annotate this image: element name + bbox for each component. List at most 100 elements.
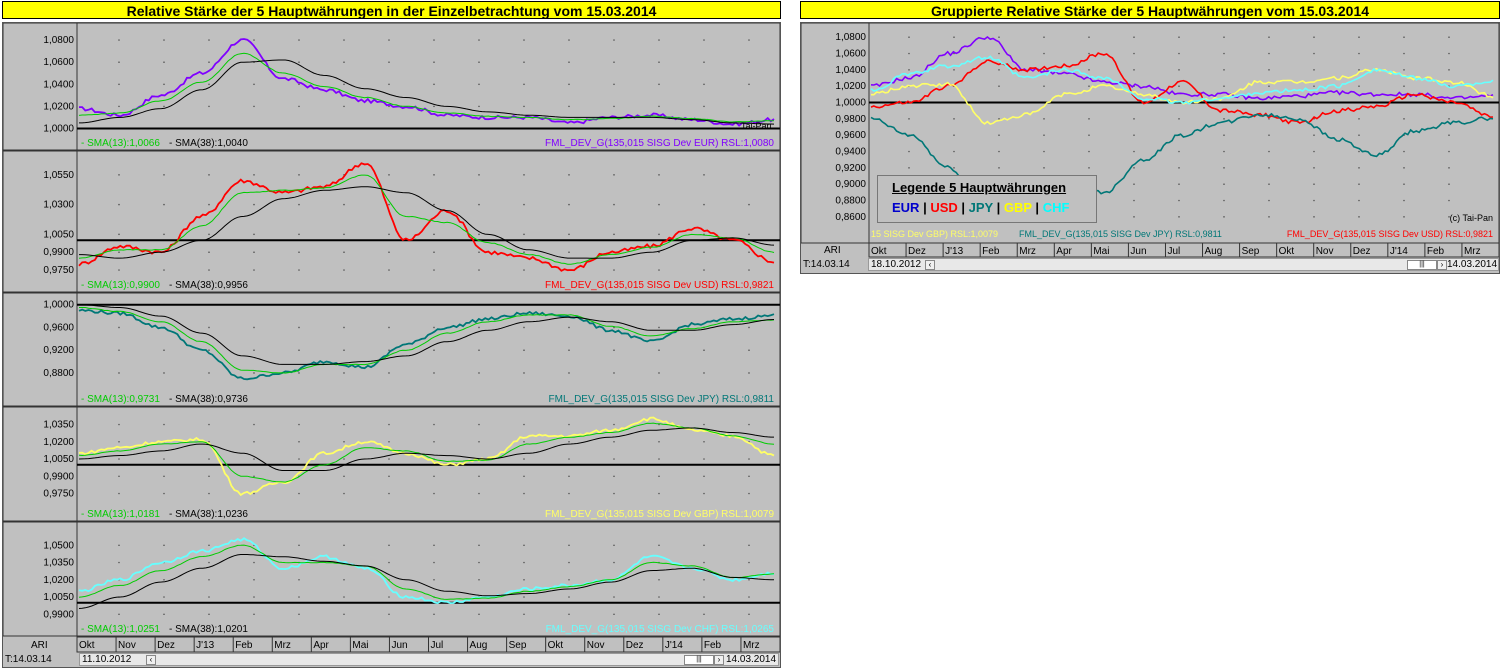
left-start-date: 11.10.2012	[82, 654, 132, 665]
grid-dot	[568, 423, 570, 426]
grid-dot	[523, 203, 525, 206]
series-line-sma38	[79, 186, 775, 259]
grid-dot	[748, 372, 750, 374]
grid-dot	[998, 36, 1000, 38]
grid-dot	[388, 174, 390, 176]
grid-dot	[613, 61, 615, 63]
grid-dot	[298, 105, 300, 108]
grid-dot	[1358, 69, 1360, 71]
grid-dot	[1448, 52, 1450, 55]
main-series-legend: FML_DEV_G(135,015 SISG Dev USD) RSL:0,98…	[545, 280, 774, 291]
month-label: Dez	[1353, 246, 1371, 257]
grid-dot	[208, 105, 210, 108]
grid-dot	[748, 326, 750, 329]
grid-dot	[208, 233, 210, 236]
grid-dot	[613, 492, 615, 495]
grid-dot	[388, 251, 390, 253]
grid-dot	[613, 83, 615, 86]
grid-dot	[703, 61, 705, 63]
grid-dot	[388, 372, 390, 374]
grid-dot	[1358, 36, 1360, 38]
grid-dot	[703, 492, 705, 495]
grid-dot	[343, 578, 345, 581]
grid-dot	[343, 423, 345, 426]
month-label: Mrz	[1464, 246, 1481, 257]
grid-dot	[478, 269, 480, 271]
grid-dot	[253, 39, 255, 41]
grid-dot	[253, 372, 255, 374]
grid-dot	[298, 544, 300, 547]
grid-dot	[613, 174, 615, 176]
grid-dot	[748, 269, 750, 271]
grid-dot	[163, 578, 165, 581]
legend-item-gbp: GBP	[1003, 200, 1032, 215]
grid-dot	[568, 349, 570, 351]
grid-dot	[998, 167, 1000, 169]
series-line-sma38	[78, 554, 775, 609]
grid-dot	[748, 475, 750, 478]
legend-items: EUR | USD | JPY | GBP | CHF	[892, 200, 1069, 215]
grid-dot	[478, 492, 480, 495]
sma38-legend: - SMA(38):1,0236	[169, 509, 248, 520]
grid-dot	[613, 458, 615, 460]
grid-dot	[523, 83, 525, 86]
grid-dot	[613, 423, 615, 426]
grid-dot	[298, 372, 300, 374]
grid-dot	[1358, 118, 1360, 120]
grid-dot	[118, 458, 120, 460]
month-label: J'13	[196, 640, 214, 651]
right-scroll-right-button[interactable]: ›	[1437, 260, 1447, 270]
grid-dot	[1088, 69, 1090, 71]
grid-dot	[208, 39, 210, 41]
main-series-legend: FML_DEV_G(135,015 SISG Dev EUR) RSL:1,00…	[545, 138, 774, 149]
grid-dot	[953, 134, 955, 136]
grid-dot	[1403, 52, 1405, 55]
copyright-label: (c) Tai-Pan	[1450, 213, 1493, 223]
left-scroll-right-button[interactable]: ›	[714, 655, 724, 665]
left-scroll-left-button[interactable]: ‹	[146, 655, 156, 665]
sma38-legend: - SMA(38):0,9956	[169, 280, 248, 291]
grid-dot	[298, 326, 300, 329]
grid-dot	[658, 83, 660, 86]
right-scroll-thumb[interactable]: |||	[1407, 260, 1437, 270]
grid-dot	[523, 492, 525, 495]
grid-dot	[1268, 52, 1270, 55]
left-scroll-thumb[interactable]: |||	[684, 655, 714, 665]
grid-dot	[568, 440, 570, 443]
month-label: Aug	[470, 640, 488, 651]
series-line-main	[78, 537, 775, 605]
panel-chf: 1,0500 1,0350 1,0200 1,0050 0,9900 - SMA(13):…	[2, 521, 781, 637]
grid-dot	[748, 613, 750, 616]
grid-dot	[523, 596, 525, 598]
grid-dot	[163, 39, 165, 41]
y-tick-label: 0,9600	[835, 130, 866, 141]
legend-separator: |	[919, 200, 931, 215]
grid-dot	[748, 578, 750, 581]
grid-dot	[613, 105, 615, 108]
left-time-scrollbar[interactable]: 11.10.2012 ‹ ||| › 14.03.2014	[79, 653, 779, 666]
grid-dot	[1448, 216, 1450, 218]
grid-dot	[1268, 118, 1270, 120]
grid-dot	[568, 251, 570, 253]
grid-dot	[388, 269, 390, 271]
grid-dot	[118, 613, 120, 616]
grid-dot	[343, 596, 345, 598]
tai-pan-watermark: Tai-Pan	[741, 121, 772, 131]
grid-dot	[1448, 134, 1450, 136]
sma38-legend: - SMA(38):0,9736	[169, 394, 248, 405]
grid-dot	[658, 269, 660, 271]
right-time-scrollbar[interactable]: 18.10.2012 ‹ ||| › 14.03.2014	[868, 258, 1499, 271]
panel-frame	[2, 22, 781, 151]
grid-dot	[703, 475, 705, 478]
grid-dot	[1403, 150, 1405, 153]
grid-dot	[748, 561, 750, 564]
grid-dot	[1268, 199, 1270, 202]
grid-dot	[748, 458, 750, 460]
grid-dot	[253, 326, 255, 329]
grid-dot	[523, 475, 525, 478]
right-scroll-left-button[interactable]: ‹	[925, 260, 935, 270]
grid-dot	[568, 61, 570, 63]
grid-dot	[298, 423, 300, 426]
grid-dot	[388, 440, 390, 443]
grid-dot	[1403, 216, 1405, 218]
